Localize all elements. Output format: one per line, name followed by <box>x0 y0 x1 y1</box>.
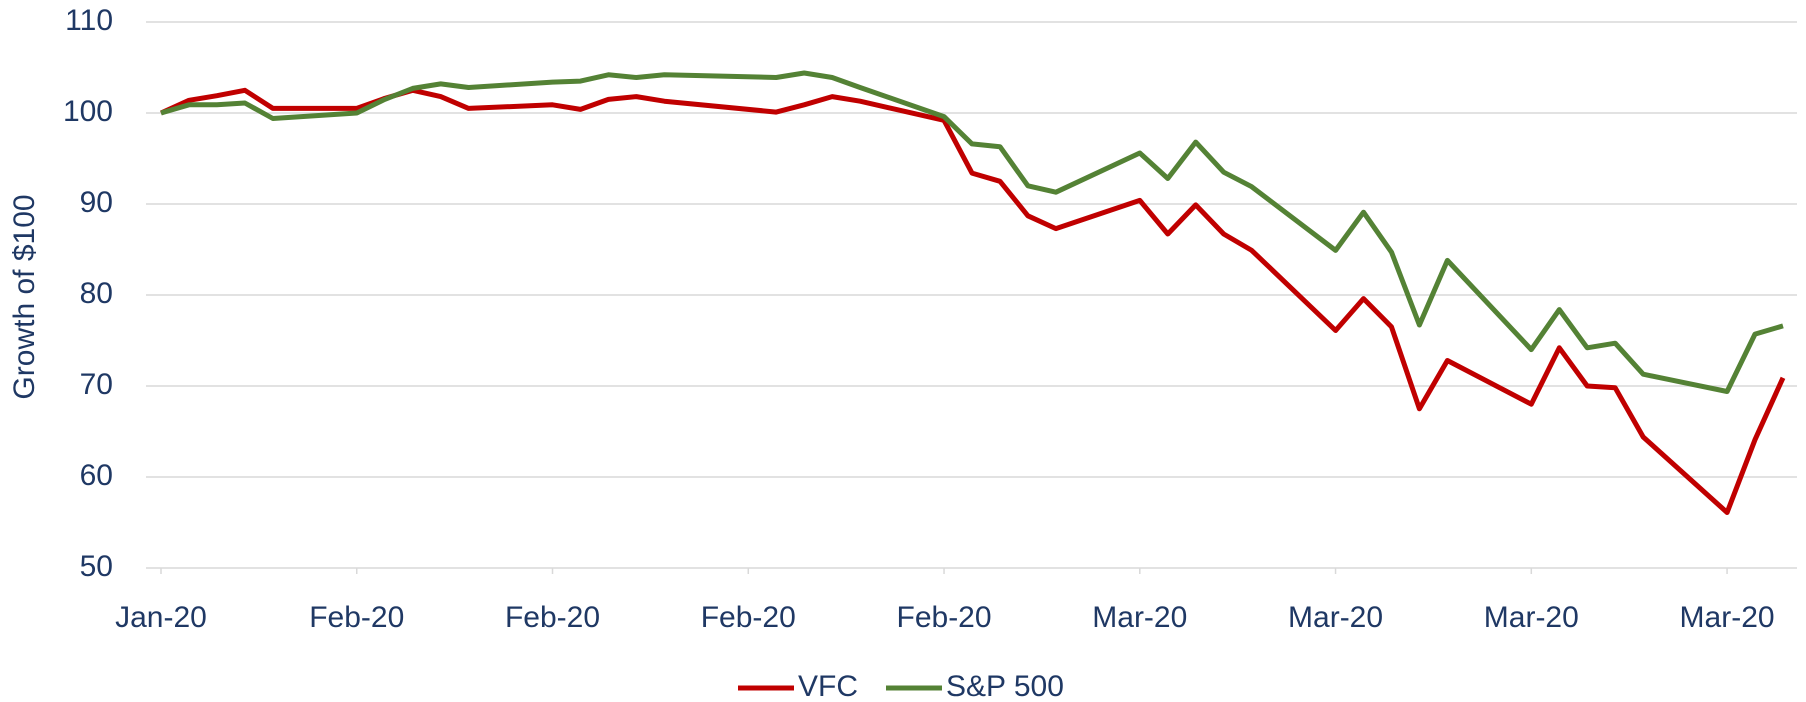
x-tick-label: Mar-20 <box>1092 601 1187 634</box>
y-axis-title: Growth of $100 <box>8 194 41 399</box>
x-tick-label: Feb-20 <box>309 601 404 634</box>
x-tick-label: Feb-20 <box>701 601 796 634</box>
y-tick-label: 70 <box>80 368 113 401</box>
x-tick-label: Feb-20 <box>897 601 992 634</box>
x-tick-label: Jan-20 <box>115 601 207 634</box>
x-tick-label: Feb-20 <box>505 601 600 634</box>
y-tick-label: 80 <box>80 277 113 310</box>
y-tick-label: 90 <box>80 186 113 219</box>
legend-label: S&P 500 <box>946 670 1064 702</box>
y-tick-label: 110 <box>65 4 113 37</box>
legend-label: VFC <box>798 670 858 702</box>
y-tick-label: 60 <box>80 459 113 492</box>
y-tick-label: 100 <box>63 95 113 128</box>
x-tick-label: Mar-20 <box>1484 601 1579 634</box>
x-tick-label: Mar-20 <box>1680 601 1775 634</box>
line-series <box>160 70 1784 394</box>
x-tick-label: Mar-20 <box>1288 601 1383 634</box>
y-tick-label: 50 <box>80 550 113 583</box>
line-series <box>159 87 1786 515</box>
